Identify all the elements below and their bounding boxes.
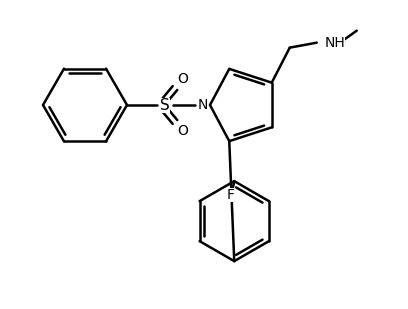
Text: F: F bbox=[226, 188, 234, 202]
Text: O: O bbox=[177, 124, 188, 138]
Text: O: O bbox=[177, 72, 188, 86]
Text: NH: NH bbox=[325, 36, 346, 50]
Text: N: N bbox=[198, 98, 208, 112]
Text: S: S bbox=[160, 98, 170, 112]
